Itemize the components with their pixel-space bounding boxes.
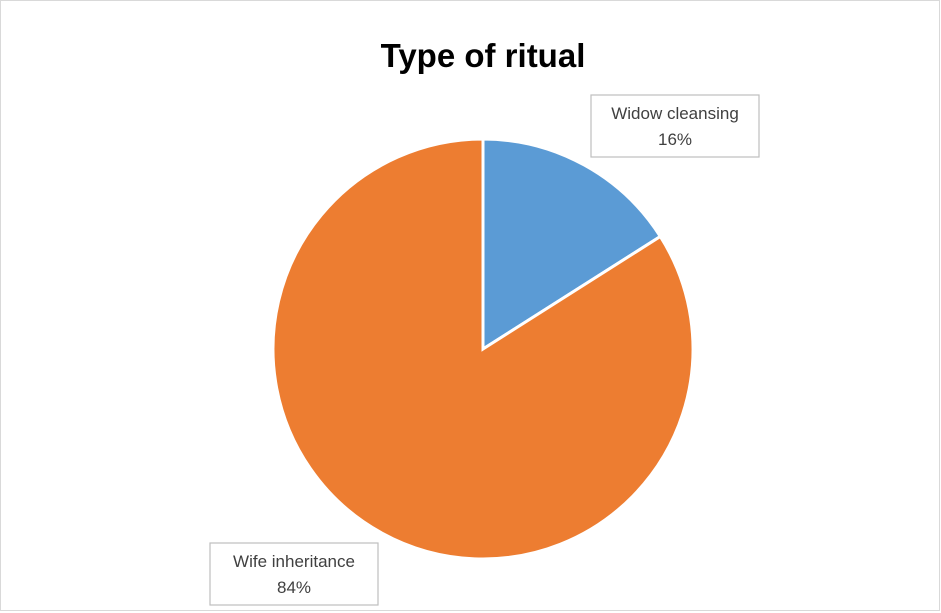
pie-slice-wife-inheritance (271, 137, 695, 561)
data-label-value: 84% (277, 578, 311, 597)
pie-slices (271, 137, 695, 561)
data-labels: Widow cleansing 16% Wife inheritance 84% (209, 94, 760, 606)
data-label-wife-inheritance: Wife inheritance 84% (209, 542, 379, 606)
data-label-box (209, 542, 379, 606)
data-label-widow-cleansing: Widow cleansing 16% (590, 94, 760, 158)
data-label-category: Widow cleansing (611, 104, 739, 123)
data-label-category: Wife inheritance (233, 552, 355, 571)
data-label-value: 16% (658, 130, 692, 149)
chart-title: Type of ritual (381, 37, 586, 74)
data-label-box (590, 94, 760, 158)
pie-slice-widow-cleansing (481, 137, 663, 352)
